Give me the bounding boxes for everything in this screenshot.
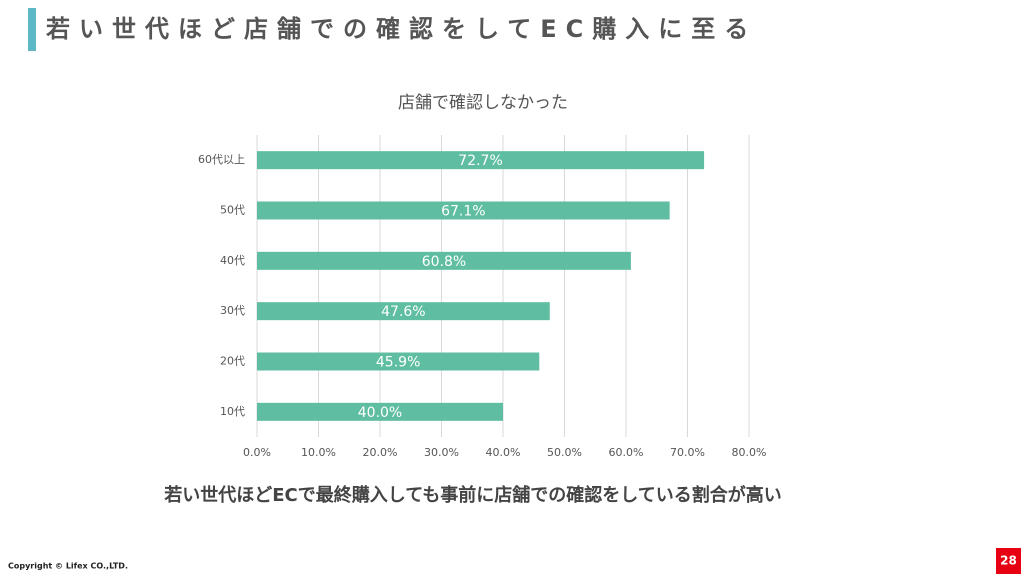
y-tick-label: 10代 <box>220 405 245 418</box>
x-tick-label: 60.0% <box>609 446 644 459</box>
y-tick-label: 20代 <box>220 355 245 368</box>
value-label: 45.9% <box>376 355 420 371</box>
x-tick-label: 80.0% <box>732 446 767 459</box>
slide-title: 若い世代ほど店舗での確認をしてEC購入に至る <box>45 15 757 43</box>
x-tick-label: 0.0% <box>243 446 271 459</box>
y-tick-label: 50代 <box>220 204 245 217</box>
y-tick-label: 60代以上 <box>198 153 245 166</box>
y-tick-label: 40代 <box>220 254 245 267</box>
x-tick-label: 30.0% <box>424 446 459 459</box>
bar <box>257 201 670 220</box>
bar <box>257 302 550 321</box>
conclusion: 若い世代ほどECで最終購入しても事前に店舗での確認をしている割合が高い <box>163 484 782 506</box>
value-label: 60.8% <box>422 254 466 270</box>
bar <box>257 251 631 270</box>
page-number-box <box>996 548 1021 574</box>
title-accent <box>28 8 36 51</box>
bar <box>257 352 540 371</box>
x-tick-label: 10.0% <box>301 446 336 459</box>
x-tick-label: 20.0% <box>363 446 398 459</box>
y-tick-label: 30代 <box>220 304 245 317</box>
value-label: 67.1% <box>441 204 485 220</box>
copyright: Copyright © Lifex CO.,LTD. <box>8 562 128 571</box>
chart-title: 店舗で確認しなかった <box>398 93 568 113</box>
x-tick-label: 40.0% <box>486 446 521 459</box>
x-tick-label: 70.0% <box>670 446 705 459</box>
value-label: 72.7% <box>458 153 502 169</box>
page-number: 28 <box>1000 554 1017 568</box>
bar <box>257 402 503 421</box>
value-label: 40.0% <box>358 405 402 421</box>
bar <box>257 151 705 170</box>
x-tick-label: 50.0% <box>547 446 582 459</box>
value-label: 47.6% <box>381 304 425 320</box>
